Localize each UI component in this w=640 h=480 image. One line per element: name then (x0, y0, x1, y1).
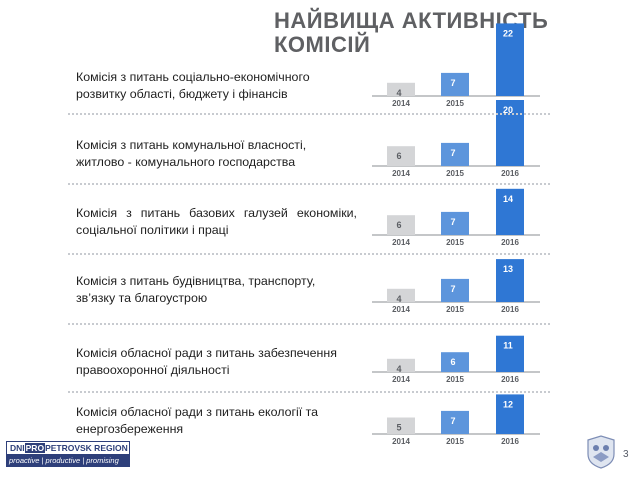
bar-value-label: 11 (503, 341, 513, 351)
page-title: НАЙВИЩА АКТИВНІСТЬ КОМІСІЙ (274, 9, 574, 57)
logo-prefix: DNI (10, 443, 25, 453)
bar-value-label: 22 (503, 28, 513, 38)
bar-value-label: 4 (396, 88, 401, 98)
row-divider (68, 113, 550, 115)
bar-value-label: 14 (503, 194, 513, 204)
bar-2016 (496, 259, 524, 302)
x-tick-label: 2016 (501, 437, 519, 446)
bar-value-label: 7 (450, 78, 455, 88)
bar-2015 (441, 211, 469, 235)
row-2-line-2: житлово - комунального господарства (76, 155, 296, 169)
bar-value-label: 5 (396, 423, 401, 433)
row-1-line-2: розвитку області, бюджету і фінансів (76, 87, 288, 101)
bar-value-label: 7 (450, 148, 455, 158)
bar-2016 (496, 100, 524, 166)
regional-seal-icon (587, 435, 615, 469)
row-4-line-1: Комісія з питань будівництва, транспорту… (76, 274, 316, 288)
bar-value-label: 6 (396, 151, 401, 161)
bar-2014 (387, 215, 415, 235)
bar-2015 (441, 72, 469, 96)
bar-2015 (441, 410, 469, 434)
bar-2014 (387, 82, 415, 96)
row-label-1: Комісія з питань соціально-економічного … (76, 69, 366, 103)
bar-2015 (441, 278, 469, 302)
row-label-6: Комісія обласної ради з питань екології … (76, 404, 366, 438)
row-2-line-1: Комісія з питань комунальної власності, (76, 138, 307, 152)
logo-suffix: PETROVSK REGION (45, 443, 128, 453)
row-1-line-1: Комісія з питань соціально-економічного (76, 70, 310, 84)
x-tick-label: 2015 (446, 437, 464, 446)
row-4-line-2: зв’язку та благоустрою (76, 291, 208, 305)
bar-value-label: 7 (450, 284, 455, 294)
bar-2014 (387, 417, 415, 434)
bar-value-label: 7 (450, 416, 455, 426)
x-tick-label: 2015 (446, 375, 464, 384)
bar-2015 (441, 142, 469, 166)
row-3-line-1: Комісія з питань базових галузей економі… (76, 206, 357, 220)
title-line-2: КОМІСІЙ (274, 32, 371, 57)
x-tick-label: 2014 (392, 169, 410, 178)
row-3-line-2: соціальної політики і праці (76, 223, 229, 237)
bar-value-label: 20 (503, 105, 513, 115)
bar-2016 (496, 188, 524, 235)
bar-value-label: 13 (503, 264, 513, 274)
bar-value-label: 6 (396, 220, 401, 230)
x-tick-label: 2014 (392, 305, 410, 314)
x-tick-label: 2016 (501, 375, 519, 384)
bar-value-label: 4 (396, 364, 401, 374)
row-5-line-1: Комісія обласної ради з питань забезпече… (76, 346, 337, 360)
x-tick-label: 2016 (501, 305, 519, 314)
bar-2014 (387, 288, 415, 302)
x-tick-label: 2014 (392, 238, 410, 247)
row-divider (68, 253, 550, 255)
row-label-2: Комісія з питань комунальної власності, … (76, 137, 366, 171)
bar-2016 (496, 23, 524, 96)
bar-value-label: 12 (503, 399, 513, 409)
logo-highlight: PRO (24, 443, 46, 453)
dnipropetrovsk-region-logo: DNIPROPETROVSK REGION proactive | produc… (6, 441, 130, 470)
row-label-3: Комісія з питань базових галузей економі… (76, 205, 357, 239)
logo-wordmark: DNIPROPETROVSK REGION (6, 441, 130, 455)
row-label-5: Комісія обласної ради з питань забезпече… (76, 345, 366, 379)
row-divider (68, 323, 550, 325)
bar-2016 (496, 335, 524, 372)
row-divider (68, 391, 550, 393)
x-tick-label: 2014 (392, 437, 410, 446)
bar-value-label: 6 (450, 357, 455, 367)
row-divider (68, 183, 550, 185)
bar-2014 (387, 146, 415, 166)
logo-tagline: proactive | productive | promising (6, 455, 130, 467)
row-label-4: Комісія з питань будівництва, транспорту… (76, 273, 366, 307)
x-tick-label: 2016 (501, 238, 519, 247)
x-tick-label: 2015 (446, 99, 464, 108)
row-6-line-1: Комісія обласної ради з питань екології … (76, 405, 319, 419)
bar-2015 (441, 352, 469, 372)
row-5-line-2: правоохоронної діяльності (76, 363, 230, 377)
x-tick-label: 2015 (446, 305, 464, 314)
x-tick-label: 2014 (392, 99, 410, 108)
bar-2014 (387, 358, 415, 372)
x-tick-label: 2015 (446, 169, 464, 178)
page-number: 3 (623, 449, 629, 460)
bar-value-label: 7 (450, 217, 455, 227)
x-tick-label: 2014 (392, 375, 410, 384)
row-6-line-2: енергозбереження (76, 422, 184, 436)
x-tick-label: 2015 (446, 238, 464, 247)
bar-2016 (496, 394, 524, 434)
bar-value-label: 4 (396, 294, 401, 304)
x-tick-label: 2016 (501, 169, 519, 178)
